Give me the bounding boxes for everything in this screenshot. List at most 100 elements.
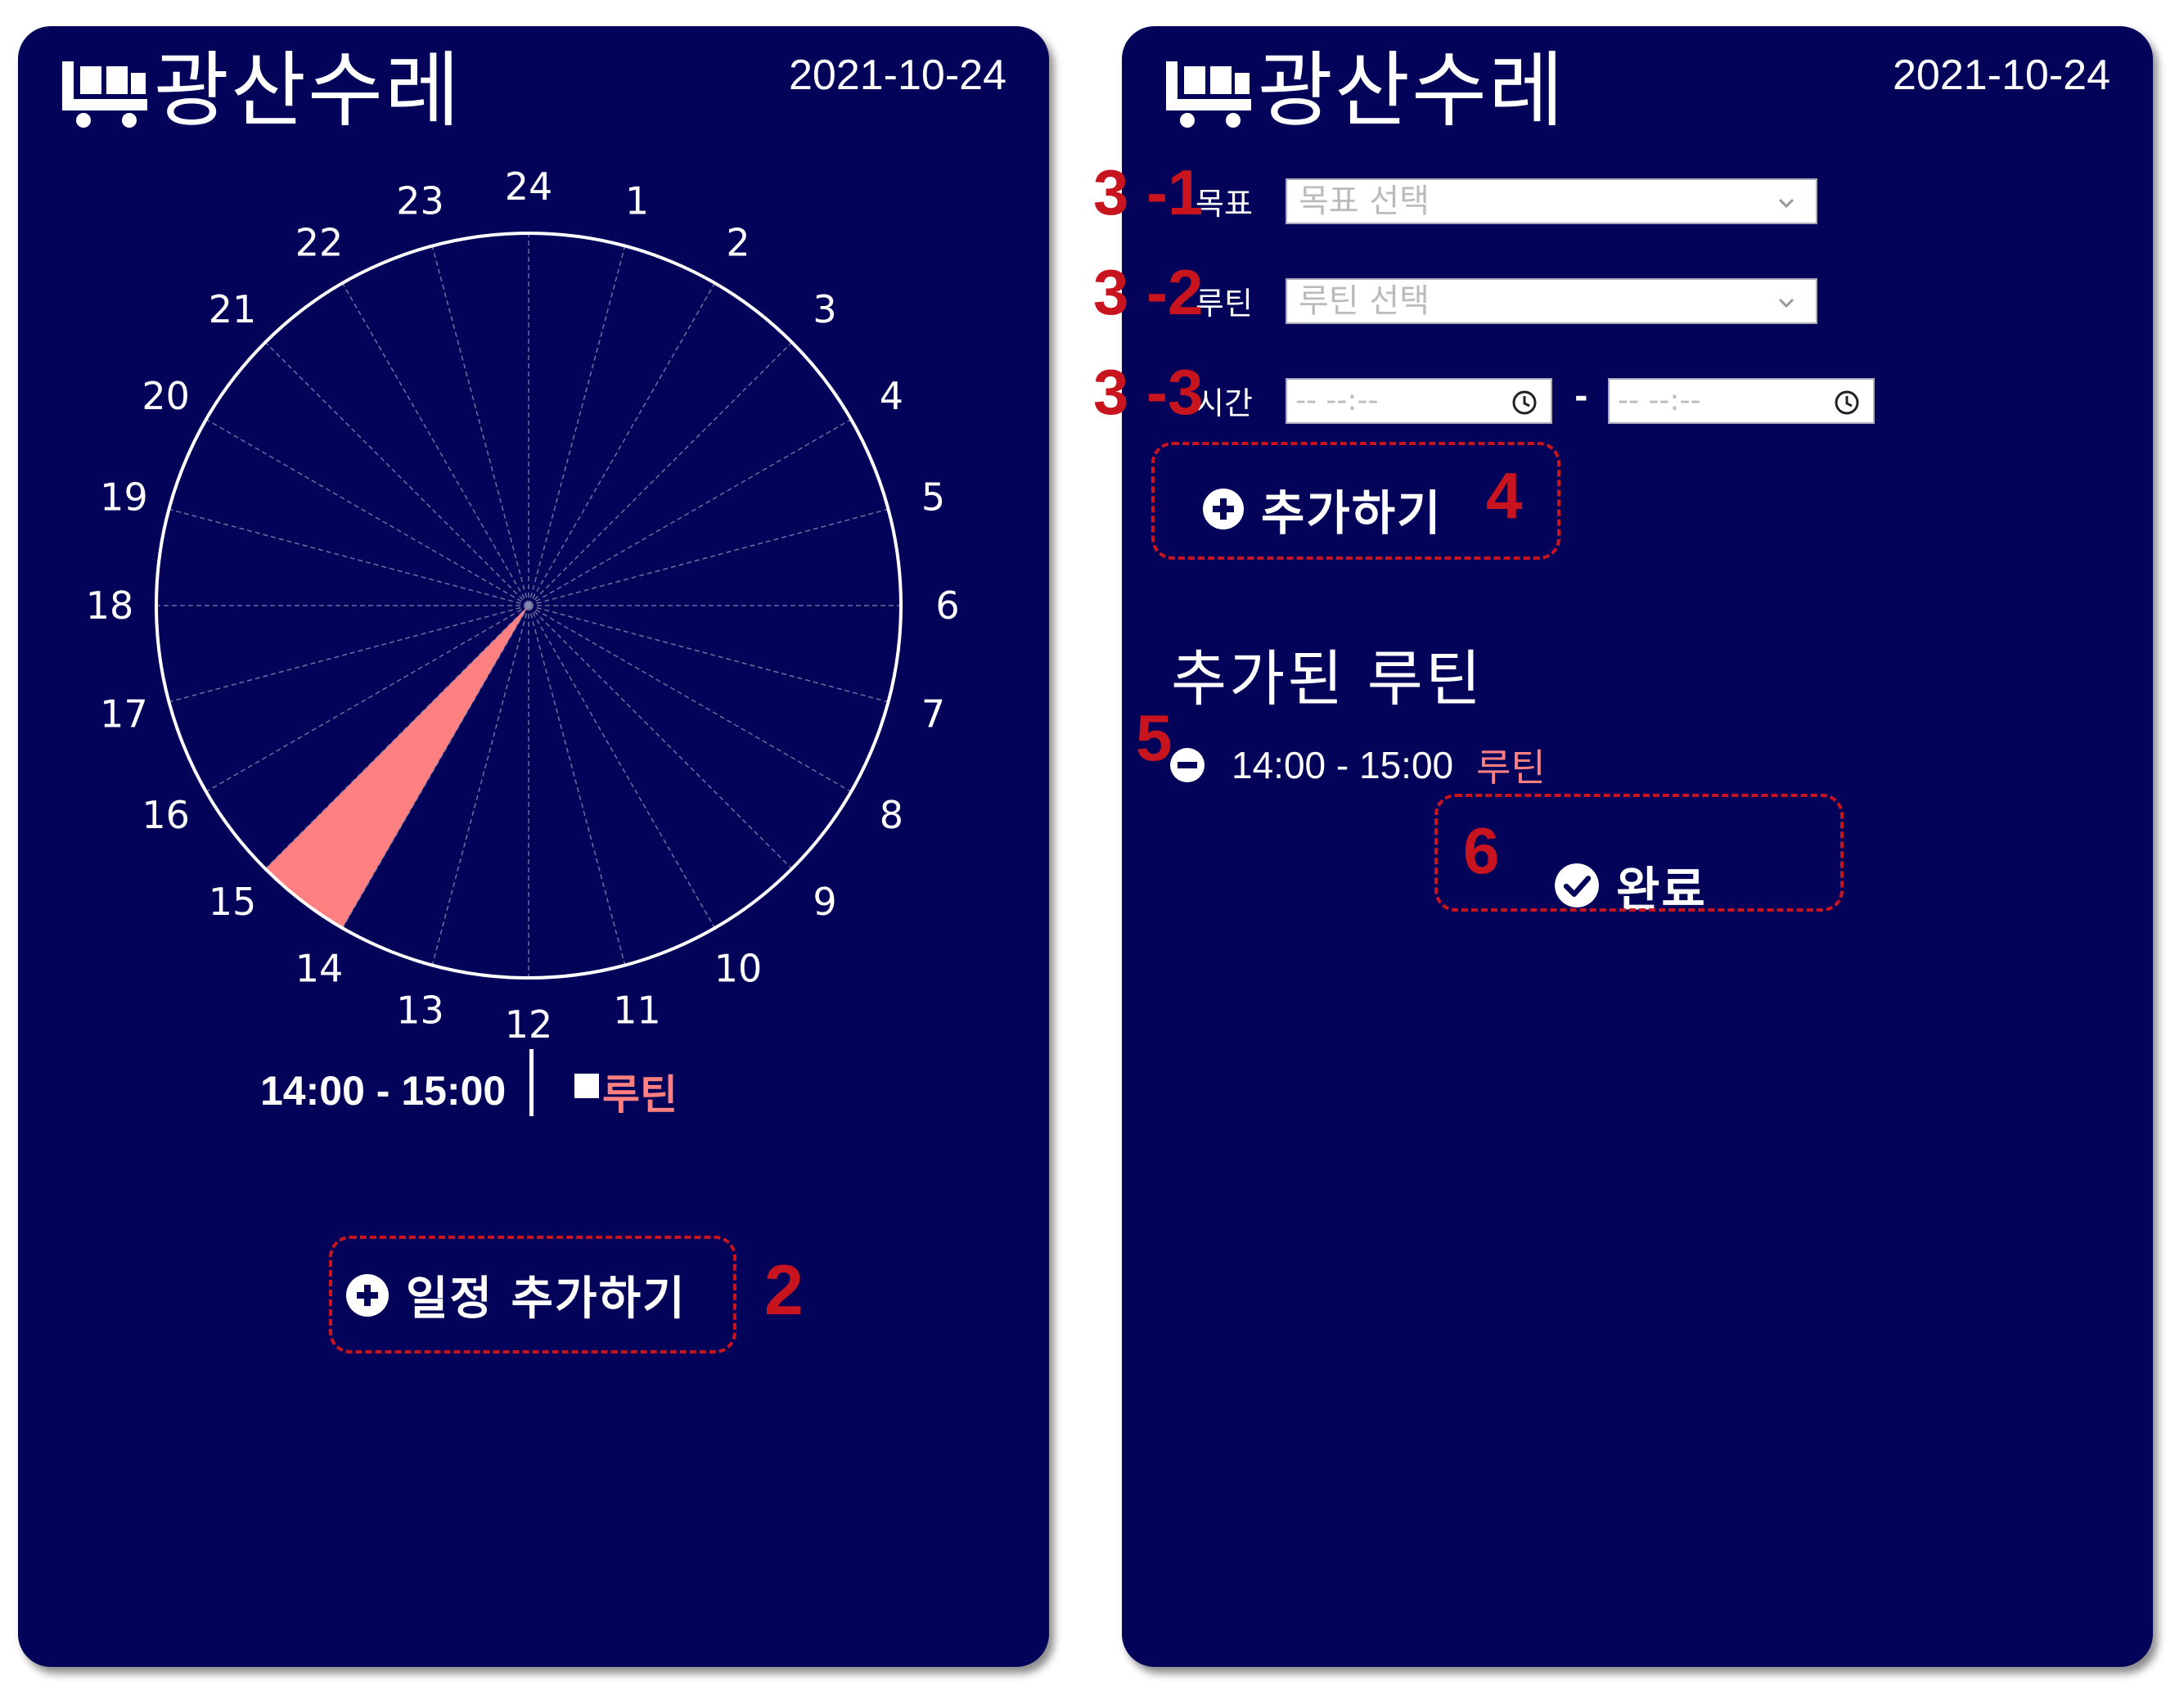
annotation-time: 3 -3 [1093,356,1204,428]
hour-spoke [169,508,529,606]
brand: 광산수레 [59,46,462,136]
plus-circle-icon [346,1273,389,1317]
goal-select-placeholder: 목표 선택 [1299,182,1430,220]
hour-spoke [528,605,889,703]
hour-spoke [341,605,529,929]
annotation-number: 2 [764,1251,804,1330]
hour-label: 9 [813,880,836,924]
hour-spoke [431,245,529,606]
annotation-remove: 5 [1136,701,1173,774]
hour-spoke [169,605,529,703]
annotation-add: 4 [1486,459,1523,532]
added-routines-title: 추가된 루틴 [1171,644,1484,714]
hour-label: 6 [935,583,959,628]
legend-divider [529,1049,534,1116]
annotation-goal: 3 -1 [1093,156,1204,228]
hour-label: 20 [142,374,190,418]
clock-icon[interactable] [1834,390,1860,416]
time-label: 시간 [1196,385,1253,421]
hour-spoke [264,341,529,606]
done-button[interactable]: 완료 [1554,851,1707,920]
clock-icon[interactable] [1511,390,1538,416]
routine-time: 14:00 - 15:00 [1232,744,1454,786]
hour-label: 21 [209,287,257,331]
end-time-placeholder: -- --:-- [1618,384,1701,417]
add-routine-button[interactable]: 추가하기 [1202,475,1442,543]
hour-label: 10 [714,946,763,990]
brand: 광산수레 [1163,46,1565,136]
remove-routine-icon[interactable] [1169,747,1205,783]
hour-label: 3 [813,287,836,331]
schedule-slice[interactable] [265,606,529,929]
hour-spoke [205,605,529,793]
add-schedule-panel: 광산수레 2021-10-24 목표 목표 선택 루틴 루틴 선택 시간 -- … [1122,26,2153,1667]
clock-ring [155,232,903,980]
app-title: 광산수레 [154,43,462,138]
annotation-box-done [1434,794,1844,912]
plus-circle-icon [1203,489,1244,529]
add-routine-label: 추가하기 [1261,485,1443,541]
hour-label: 4 [880,374,903,418]
hour-spoke [431,605,529,966]
hour-spoke [528,605,852,793]
hour-label: 13 [396,989,444,1033]
annotation-box-add-schedule [329,1236,736,1353]
hour-spoke [205,418,529,606]
add-schedule-label: 일정 추가하기 [406,1272,687,1326]
legend-swatch [574,1074,599,1098]
hour-label: 23 [396,178,444,223]
hour-spoke [264,605,529,870]
cart-logo-icon [1166,61,1251,128]
hour-label: 19 [100,475,148,519]
hour-spoke [528,605,793,870]
hour-label: 22 [295,221,344,265]
cart-logo-icon [62,61,147,128]
annotation-routine: 3 -2 [1093,256,1204,328]
hour-spoke [341,282,529,606]
add-schedule-button[interactable]: 일정 추가하기 [345,1262,687,1328]
legend-time-range: 14:00 - 15:00 [260,1068,507,1114]
date-display: 2021-10-24 [789,52,1006,99]
hour-spoke [528,605,626,966]
hour-label: 24 [505,164,553,209]
annotation-done: 6 [1463,814,1500,887]
hour-label: 1 [625,178,649,223]
goal-label: 목표 [1196,186,1253,222]
annotation-box-add [1151,442,1560,560]
goal-select[interactable]: 목표 선택 [1286,178,1817,224]
routine-select-placeholder: 루틴 선택 [1299,282,1430,320]
check-circle-icon [1555,863,1599,908]
chevron-down-icon [1778,298,1794,309]
start-time-placeholder: -- --:-- [1295,384,1379,417]
time-separator: - [1574,378,1588,416]
chevron-down-icon [1778,198,1794,209]
hour-label: 16 [142,793,190,837]
legend-label: 루틴 [602,1071,678,1119]
hour-label: 15 [209,880,257,924]
added-routine-item: 14:00 - 15:00 루틴 [1169,738,1546,792]
hour-label: 18 [86,583,134,628]
hour-label: 12 [505,1002,553,1039]
hour-spoke [528,605,716,929]
hour-spoke [528,245,626,606]
hour-label: 11 [613,989,661,1033]
hour-label: 17 [100,692,148,736]
hour-spoke [528,341,793,606]
routine-select[interactable]: 루틴 선택 [1286,278,1817,324]
app-title: 광산수레 [1258,43,1565,138]
date-display: 2021-10-24 [1893,52,2110,99]
routine-label: 루틴 [1196,286,1253,322]
hour-label: 2 [726,221,750,265]
schedule-panel: 광산수레 2021-10-24 24 1 2 3 4 5 6 7 8 9 10 11 12 13 14 15 1… [18,26,1049,1667]
hour-label: 14 [295,946,344,990]
schedule-legend: 14:00 - 15:00 루틴 [18,1049,1049,1131]
hour-label: 5 [921,475,945,519]
hour-label: 7 [921,692,945,736]
hour-spoke [528,418,852,606]
start-time-input[interactable]: -- --:-- [1286,378,1552,424]
routine-name: 루틴 [1476,745,1546,790]
hour-spoke [528,508,889,606]
hour-label: 8 [880,793,903,837]
end-time-input[interactable]: -- --:-- [1608,378,1875,424]
